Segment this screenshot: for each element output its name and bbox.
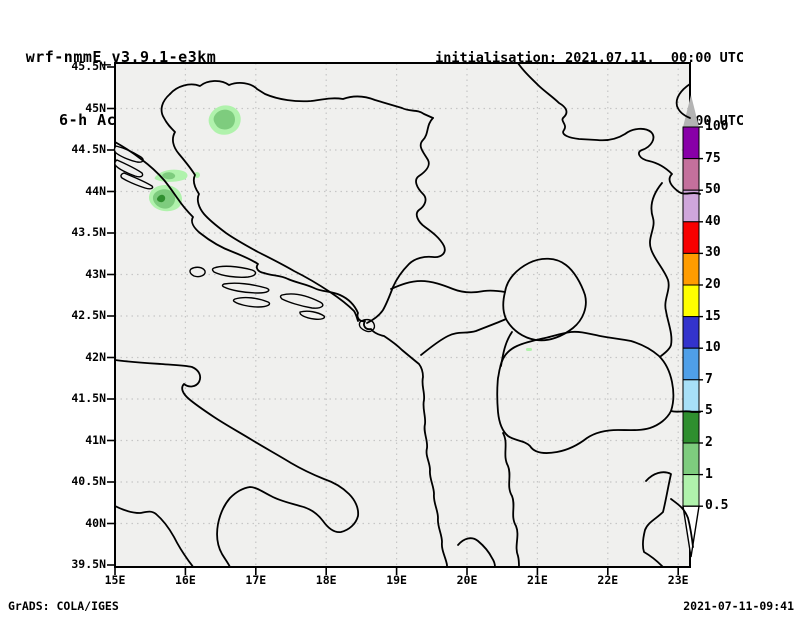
graticule-layer (115, 63, 688, 567)
x-tick-label: 15E (104, 573, 126, 587)
colorbar-label: 100 (705, 119, 729, 134)
x-tick-label: 16E (175, 573, 196, 587)
y-tick-label: 40.5N (71, 474, 106, 488)
x-tick-label: 20E (456, 573, 478, 587)
colorbar-label: 40 (705, 213, 721, 229)
colorbar-label: 5 (705, 403, 713, 419)
y-tick-label: 41.5N (71, 391, 106, 405)
y-tick-label: 44.5N (71, 142, 106, 156)
colorbar-label: 75 (705, 150, 721, 166)
map-background (115, 63, 690, 567)
y-tick-label: 45N (85, 100, 106, 115)
x-tick-label: 21E (527, 573, 548, 587)
y-tick-label: 42N (85, 349, 106, 364)
axis-ticks-layer (107, 66, 680, 575)
colorbar-label: 30 (705, 245, 721, 261)
colorbar-label: 1 (705, 466, 713, 482)
colorbar-label: 10 (705, 340, 721, 356)
x-tick-label: 18E (315, 573, 337, 587)
colorbar-label: 2 (705, 435, 713, 450)
coastline-border-layer (114, 62, 701, 568)
colorbar (682, 95, 703, 558)
y-tick-label: 40N (85, 515, 106, 530)
y-tick-label: 43N (85, 266, 106, 281)
x-tick-label: 23E (667, 573, 689, 587)
y-tick-label: 45.5N (71, 59, 106, 73)
model-title: wrf-nmmE_v3.9.1-e3km (25, 48, 217, 66)
colorbar-label: 50 (705, 182, 721, 198)
x-tick-label: 19E (386, 573, 407, 587)
colorbar-label: 7 (705, 371, 713, 387)
creation-timestamp: 2021-07-11-09:41 (683, 599, 794, 613)
colorbar-label: 15 (705, 308, 721, 324)
y-tick-label: 43.5N (71, 225, 106, 239)
islands-layer (113, 145, 376, 333)
colorbar-label: 20 (705, 277, 721, 292)
x-tick-label: 22E (597, 573, 619, 587)
y-tick-label: 44N (85, 183, 106, 198)
y-tick-label: 39.5N (71, 557, 106, 571)
y-tick-label: 41N (85, 432, 106, 447)
colorbar-label: 0.5 (705, 498, 729, 514)
x-tick-label: 17E (245, 573, 267, 587)
grads-credit: GrADS: COLA/IGES (8, 599, 119, 613)
y-tick-label: 42.5N (71, 308, 106, 322)
